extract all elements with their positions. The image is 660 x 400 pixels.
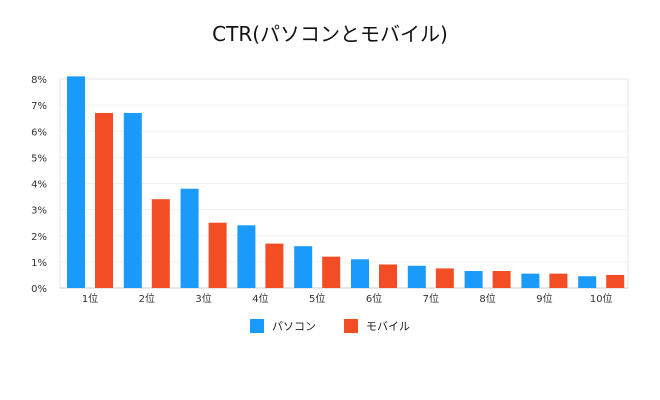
x-tick-label: 4位 [252, 292, 268, 305]
bar-pc [351, 259, 369, 288]
bar-pc [180, 188, 199, 288]
bar-pc [464, 271, 483, 288]
legend-swatch-mobile [344, 319, 358, 333]
y-tick-label: 2% [31, 232, 47, 243]
y-tick-label: 1% [31, 258, 47, 269]
legend-label-mobile: モバイル [366, 320, 410, 333]
legend-item-pc[interactable]: パソコン [250, 318, 316, 334]
x-tick-label: 1位 [82, 292, 98, 305]
bar-pc [407, 265, 426, 288]
bar-mobile [322, 256, 341, 288]
y-tick-label: 5% [31, 153, 47, 164]
bar-pc [294, 246, 313, 288]
bar-pc [237, 225, 256, 288]
bar-mobile [151, 199, 170, 288]
x-tick-label: 9位 [536, 292, 552, 305]
y-tick-label: 4% [31, 180, 47, 191]
bar-mobile [379, 264, 397, 288]
bar-mobile [549, 273, 568, 288]
y-tick-label: 7% [31, 101, 47, 112]
y-tick-label: 8% [31, 75, 47, 86]
x-tick-label: 5位 [309, 292, 325, 305]
bar-mobile [265, 243, 284, 288]
x-tick-label: 10位 [590, 292, 613, 305]
bar-pc [578, 276, 597, 288]
x-tick-label: 3位 [195, 292, 211, 305]
bar-mobile [492, 271, 511, 288]
bar-mobile [606, 274, 625, 288]
x-tick-label: 8位 [479, 292, 495, 305]
bar-pc [521, 273, 540, 288]
legend-label-pc: パソコン [272, 320, 316, 333]
chart-title: CTR(パソコンとモバイル) [212, 22, 448, 46]
bar-mobile [208, 222, 227, 288]
bar-pc [67, 76, 85, 288]
y-tick-label: 3% [31, 206, 47, 217]
x-tick-label: 6位 [366, 292, 382, 305]
bar-mobile [435, 268, 454, 288]
bar-pc [123, 112, 142, 289]
bar-mobile [95, 112, 113, 289]
legend-item-mobile[interactable]: モバイル [344, 318, 410, 334]
x-tick-label: 2位 [139, 292, 155, 305]
x-tick-label: 7位 [423, 292, 439, 305]
y-tick-label: 6% [31, 127, 47, 138]
legend-swatch-pc [250, 319, 264, 333]
y-tick-label: 0% [31, 284, 47, 295]
legend: パソコン モバイル [0, 318, 660, 334]
